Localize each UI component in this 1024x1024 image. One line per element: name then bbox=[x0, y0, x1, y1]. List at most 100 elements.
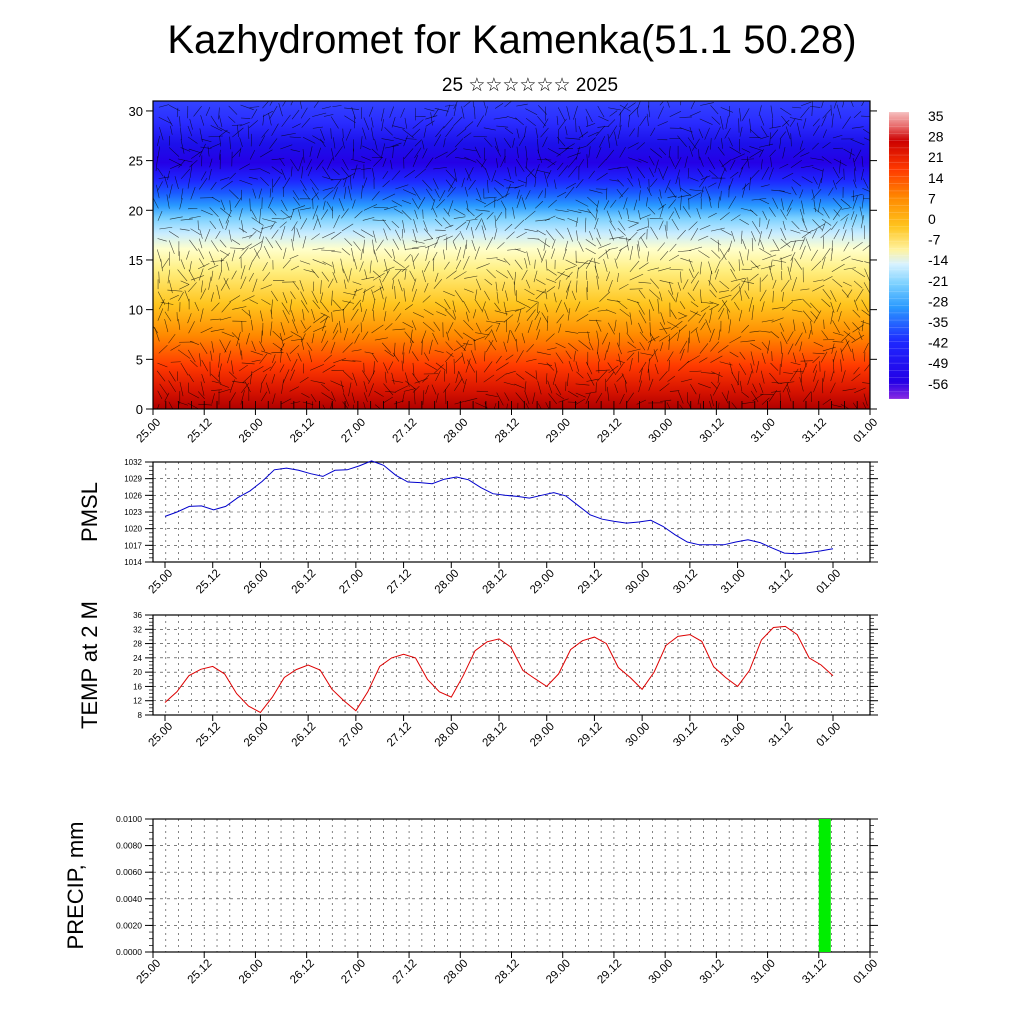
wind-vector bbox=[352, 404, 354, 409]
wind-vector bbox=[341, 208, 349, 219]
wind-vector bbox=[496, 392, 504, 406]
wind-vector bbox=[403, 352, 405, 364]
wind-vector bbox=[446, 270, 457, 279]
wind-vector bbox=[861, 320, 864, 332]
wind-vector bbox=[762, 210, 768, 221]
x-tick-label: 26.00 bbox=[242, 720, 271, 749]
wind-vector bbox=[164, 175, 169, 188]
wind-vector bbox=[687, 137, 697, 150]
wind-vector bbox=[248, 176, 258, 180]
wind-vector bbox=[610, 199, 617, 208]
wind-vector bbox=[756, 361, 760, 373]
wind-vector bbox=[555, 209, 569, 213]
wind-vector bbox=[698, 383, 711, 389]
wind-vector bbox=[821, 248, 831, 261]
wind-vector bbox=[719, 159, 727, 172]
wind-vector bbox=[414, 147, 422, 159]
wind-vector bbox=[401, 229, 404, 239]
wind-vector bbox=[474, 212, 483, 219]
wind-vector bbox=[704, 127, 710, 140]
wind-vector bbox=[668, 335, 670, 350]
wind-vector bbox=[289, 136, 301, 139]
wind-vector bbox=[649, 332, 656, 342]
wind-vector bbox=[445, 126, 454, 138]
wind-vector bbox=[410, 329, 413, 343]
wind-vector bbox=[464, 121, 474, 129]
wind-vector bbox=[657, 298, 660, 314]
wind-vector bbox=[626, 352, 635, 361]
wind-vector bbox=[813, 207, 824, 216]
wind-vector bbox=[852, 309, 861, 318]
wind-vector bbox=[751, 305, 754, 320]
y-tick-label: 1017 bbox=[124, 541, 142, 550]
wind-vector bbox=[555, 299, 562, 313]
wind-vector bbox=[164, 311, 172, 322]
wind-vector bbox=[444, 309, 456, 321]
wind-vector bbox=[691, 138, 700, 151]
wind-vector bbox=[168, 231, 179, 238]
wind-vector bbox=[290, 101, 294, 106]
wind-vector bbox=[226, 261, 230, 271]
wind-vector bbox=[833, 209, 840, 217]
wind-vector bbox=[403, 288, 406, 302]
wind-vector bbox=[832, 332, 844, 336]
wind-vector bbox=[433, 279, 443, 289]
wind-vector bbox=[168, 380, 176, 393]
wind-vector bbox=[828, 187, 834, 196]
wind-vector bbox=[525, 146, 528, 161]
wind-vector bbox=[331, 312, 333, 322]
wind-vector bbox=[190, 340, 200, 346]
wind-vector bbox=[322, 166, 331, 179]
wind-vector bbox=[220, 177, 230, 181]
wind-vector bbox=[320, 280, 322, 294]
wind-vector bbox=[525, 371, 536, 379]
wind-vector bbox=[822, 398, 832, 405]
x-tick-label: 28.00 bbox=[433, 567, 462, 596]
wind-vector bbox=[605, 309, 617, 314]
wind-vector bbox=[811, 142, 819, 150]
wind-vector bbox=[343, 177, 347, 187]
wind-vector bbox=[360, 302, 363, 312]
wind-vector bbox=[698, 250, 710, 258]
wind-vector bbox=[516, 146, 519, 159]
wind-vector bbox=[846, 289, 853, 298]
wind-vector bbox=[640, 352, 654, 356]
wind-vector bbox=[247, 125, 250, 139]
wind-vector bbox=[423, 228, 434, 240]
wind-vector bbox=[772, 290, 774, 303]
wind-vector bbox=[606, 271, 610, 282]
x-tick-label: 01.00 bbox=[814, 567, 843, 596]
wind-vector bbox=[368, 106, 374, 117]
wind-vector bbox=[168, 371, 176, 382]
wind-vector bbox=[466, 200, 469, 212]
wind-vector bbox=[830, 290, 837, 302]
wind-vector bbox=[160, 259, 163, 272]
wind-vector bbox=[433, 167, 447, 170]
wind-vector bbox=[187, 178, 190, 189]
wind-vector bbox=[781, 198, 784, 211]
wind-vector bbox=[594, 217, 599, 230]
wind-vector bbox=[557, 271, 570, 278]
wind-vector bbox=[495, 270, 509, 279]
wind-vector bbox=[671, 218, 679, 231]
wind-vector bbox=[690, 271, 699, 284]
wind-vector bbox=[505, 370, 516, 375]
wind-vector bbox=[801, 200, 805, 215]
wind-vector bbox=[576, 280, 578, 293]
wind-vector bbox=[299, 280, 304, 292]
wind-vector bbox=[779, 254, 792, 260]
wind-vector bbox=[229, 295, 241, 303]
wind-vector bbox=[187, 125, 193, 137]
wind-vector bbox=[156, 370, 166, 382]
wind-vector bbox=[292, 123, 301, 129]
wind-vector bbox=[740, 207, 754, 212]
wind-vector bbox=[741, 280, 754, 284]
wind-vector bbox=[628, 222, 640, 228]
wind-vector bbox=[412, 154, 419, 168]
wind-vector bbox=[524, 391, 530, 405]
wind-vector bbox=[709, 328, 715, 343]
wind-vector bbox=[718, 300, 728, 313]
wind-vector bbox=[566, 373, 569, 387]
wind-vector bbox=[538, 403, 542, 409]
wind-vector bbox=[586, 137, 596, 147]
